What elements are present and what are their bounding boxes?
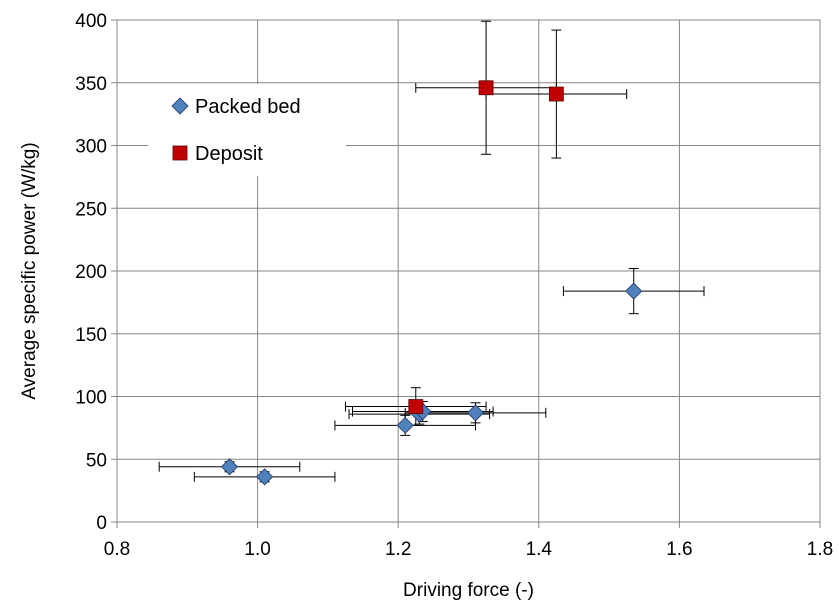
x-tick-label: 1.8: [807, 539, 833, 560]
y-tick-label: 400: [75, 11, 107, 32]
x-tick-label: 1.0: [244, 539, 270, 560]
y-tick-label: 150: [75, 325, 107, 346]
data-point-diamond: [396, 416, 414, 434]
x-tick-label: 0.8: [104, 539, 130, 560]
data-point-diamond: [466, 404, 485, 422]
y-tick-label: 0: [96, 513, 107, 534]
y-tick-label: 50: [86, 450, 107, 471]
x-axis-ticks: 0.8 1.0 1.2 1.4 1.6 1.8: [104, 522, 833, 560]
legend-marker-diamond: [171, 97, 189, 115]
x-axis-title: Driving force (-): [403, 580, 534, 601]
x-tick-label: 1.2: [385, 539, 411, 560]
y-tick-label: 200: [75, 262, 107, 283]
data-point-square: [548, 86, 564, 102]
x-tick-label: 1.4: [526, 539, 553, 560]
y-axis-title: Average specific power (W/kg): [19, 142, 40, 399]
legend-label: Packed bed: [195, 96, 301, 118]
y-tick-label: 350: [75, 74, 107, 95]
data-point-diamond: [625, 282, 643, 300]
y-axis-ticks: 0 50 100 150 200 250 300 350 400: [75, 11, 117, 534]
data-point-diamond: [220, 458, 239, 476]
legend: Packed bed Deposit: [148, 84, 346, 176]
data-point-diamond: [256, 468, 274, 486]
y-tick-label: 250: [75, 199, 107, 220]
data-point-square: [408, 399, 424, 414]
legend-label: Deposit: [195, 143, 263, 165]
y-tick-label: 100: [75, 388, 107, 409]
legend-marker-square: [172, 145, 188, 161]
data-point-square: [478, 80, 494, 96]
data-markers: [220, 80, 643, 486]
x-tick-label: 1.6: [666, 539, 692, 560]
y-tick-label: 300: [75, 137, 107, 158]
